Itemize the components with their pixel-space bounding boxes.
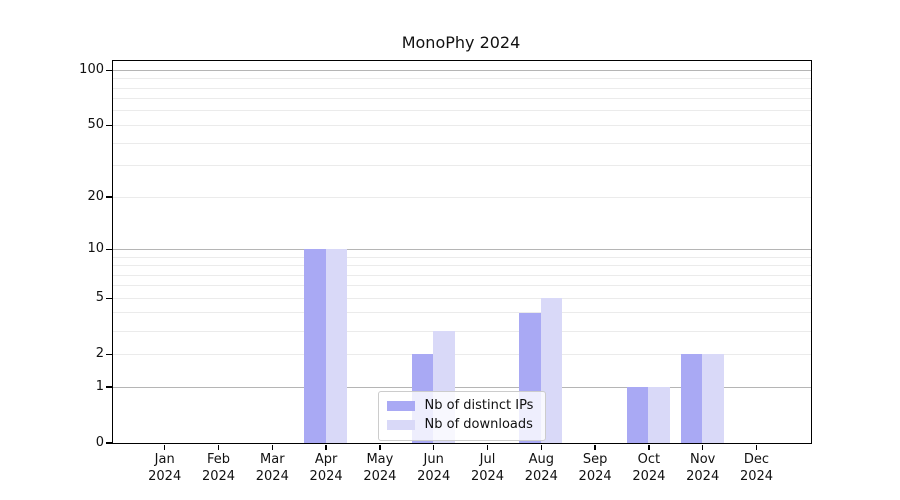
gridline-minor	[112, 297, 811, 299]
y-tick-label: 0	[95, 435, 104, 450]
gridline-minor	[112, 87, 811, 89]
x-tick-label-nov: Nov 2024	[673, 452, 733, 485]
y-tick-label: 1	[95, 379, 104, 394]
legend-swatch-distinct-ips-icon	[386, 401, 415, 411]
gridline-minor	[112, 285, 811, 287]
gridline-minor	[112, 124, 811, 126]
x-tick-label-jun: Jun 2024	[404, 452, 464, 485]
bar-oct-downloads	[648, 386, 670, 443]
x-tick-month: Apr	[314, 452, 338, 467]
x-tick-month: Sep	[582, 452, 608, 467]
gridline-major	[112, 248, 811, 250]
x-tick-mark	[594, 444, 596, 450]
gridline-minor	[112, 110, 811, 112]
legend-item-downloads: Nb of downloads	[386, 416, 537, 435]
y-tick-label: 100	[79, 62, 104, 78]
x-tick-label-jul: Jul 2024	[458, 452, 518, 485]
x-tick-label-sep: Sep 2024	[565, 452, 625, 485]
y-tick-mark	[105, 297, 112, 299]
legend-item-distinct-ips: Nb of distinct IPs	[386, 397, 537, 416]
y-tick-label: 50	[87, 117, 104, 133]
x-tick-mark	[217, 444, 220, 450]
x-tick-month: Jul	[479, 452, 496, 467]
x-tick-year: 2024	[309, 468, 343, 484]
y-tick-mark	[105, 196, 112, 198]
legend-label-distinct-ips: Nb of distinct IPs	[424, 398, 534, 413]
y-tick-mark	[105, 442, 112, 444]
x-tick-label-oct: Oct 2024	[619, 452, 679, 485]
x-tick-year: 2024	[686, 468, 720, 484]
x-tick-month: Jun	[423, 452, 444, 467]
x-tick-year: 2024	[201, 468, 236, 484]
x-tick-year: 2024	[417, 468, 451, 484]
x-tick-year: 2024	[470, 468, 505, 484]
plot-area: Nb of distinct IPs Nb of downloads	[111, 59, 812, 444]
gridline-minor	[112, 142, 811, 144]
x-tick-label-aug: Aug 2024	[511, 452, 571, 485]
legend-label-downloads: Nb of downloads	[424, 417, 533, 432]
y-tick-mark	[105, 386, 112, 388]
x-tick-mark	[486, 444, 489, 450]
y-tick-label: 2	[95, 346, 104, 362]
y-tick-mark	[105, 353, 112, 355]
legend-swatch-downloads-icon	[386, 420, 415, 430]
y-tick-mark	[105, 69, 112, 71]
gridline-minor	[112, 256, 811, 258]
x-tick-mark	[325, 444, 327, 450]
x-tick-mark	[755, 444, 758, 450]
x-tick-label-jan: Jan 2024	[135, 452, 195, 485]
gridline-minor	[112, 165, 811, 167]
x-tick-year: 2024	[363, 468, 397, 484]
x-tick-mark	[271, 444, 273, 450]
y-tick-label: 5	[95, 290, 104, 306]
gridline-minor	[112, 98, 811, 100]
x-tick-year: 2024	[524, 468, 558, 484]
gridline-minor	[112, 78, 811, 80]
x-tick-label-mar: Mar 2024	[242, 452, 302, 485]
gridline-minor	[112, 196, 811, 198]
x-tick-label-apr: Apr 2024	[296, 452, 356, 485]
y-tick-label: 10	[87, 241, 104, 257]
x-tick-month: Jan	[154, 452, 175, 467]
bar-nov-distinct-ips	[680, 353, 703, 443]
x-tick-month: Aug	[528, 452, 554, 467]
x-tick-mark	[433, 444, 435, 450]
gridline-minor	[112, 330, 811, 332]
x-tick-year: 2024	[739, 468, 774, 484]
bar-nov-downloads	[702, 353, 724, 443]
bar-aug-downloads	[540, 297, 563, 443]
legend: Nb of distinct IPs Nb of downloads	[377, 390, 546, 441]
gridline-minor	[112, 274, 811, 276]
x-tick-month: Oct	[637, 452, 661, 467]
x-tick-mark	[540, 444, 542, 450]
gridline-minor	[112, 353, 811, 355]
y-tick-mark	[105, 248, 112, 250]
gridline-minor	[112, 265, 811, 266]
y-tick-mark	[105, 124, 112, 127]
x-tick-label-dec: Dec 2024	[727, 452, 787, 485]
y-tick-label: 20	[87, 189, 104, 205]
x-tick-month: Mar	[260, 452, 285, 467]
x-tick-year: 2024	[148, 468, 182, 484]
x-tick-year: 2024	[255, 468, 289, 484]
x-tick-month: Feb	[206, 452, 231, 467]
x-tick-mark	[379, 444, 381, 450]
gridline-minor	[112, 312, 811, 314]
gridline-major	[112, 69, 811, 71]
gridline-major	[112, 386, 811, 388]
x-tick-year: 2024	[578, 468, 612, 484]
x-tick-month: May	[366, 452, 394, 467]
x-tick-label-feb: Feb 2024	[189, 452, 249, 485]
bar-oct-distinct-ips	[626, 386, 649, 443]
x-tick-year: 2024	[632, 468, 666, 484]
x-tick-label-may: May 2024	[350, 452, 410, 485]
bar-apr-downloads	[325, 248, 348, 443]
x-tick-month: Nov	[690, 452, 716, 467]
chart-title: MonoPhy 2024	[401, 33, 521, 52]
x-tick-mark	[702, 444, 704, 450]
x-tick-mark	[164, 444, 166, 450]
x-tick-month: Dec	[743, 452, 770, 467]
x-tick-mark	[648, 444, 650, 450]
bar-apr-distinct-ips	[304, 248, 326, 443]
